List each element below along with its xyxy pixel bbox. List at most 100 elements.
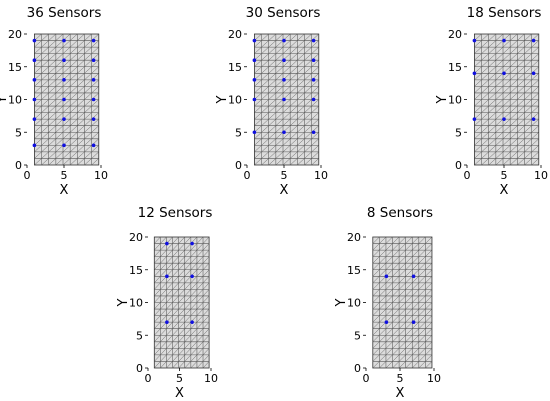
mesh-diagonal-line (84, 92, 92, 100)
mesh-diagonal-line (392, 308, 400, 316)
mesh-diagonal-line (268, 92, 277, 100)
mesh-diagonal-line (55, 33, 64, 41)
mesh-diagonal-line (425, 335, 433, 342)
mesh-diagonal-line (202, 335, 210, 342)
sensor-point (252, 97, 257, 102)
mesh-diagonal-line (178, 256, 185, 264)
mesh-diagonal-line (372, 321, 380, 329)
mesh-diagonal-line (481, 60, 489, 67)
mesh-diagonal-line (372, 249, 380, 257)
mesh-diagonal-line (488, 112, 497, 120)
mesh-diagonal-line (261, 79, 269, 87)
mesh-diagonal-line (282, 118, 291, 126)
mesh-diagonal-line (62, 46, 71, 54)
mesh-diagonal-line (202, 308, 210, 316)
mesh-diagonal-line (84, 33, 92, 41)
mesh-diagonal-line (502, 125, 511, 133)
mesh-diagonal-line (495, 92, 504, 100)
mesh-diagonal-line (261, 151, 269, 159)
x-tick-label: 5 (397, 372, 404, 385)
mesh-diagonal-line (311, 86, 319, 94)
mesh-diagonal-line (304, 46, 312, 54)
mesh-diagonal-line (34, 99, 42, 107)
mesh-diagonal-line (166, 341, 173, 349)
mesh-diagonal-line (184, 289, 192, 297)
mesh-diagonal-line (160, 249, 167, 257)
mesh-diagonal-line (268, 105, 277, 113)
mesh-diagonal-line (502, 92, 511, 100)
mesh-diagonal-line (172, 276, 179, 284)
mesh-diagonal-line (495, 158, 504, 166)
mesh-diagonal-line (275, 73, 284, 81)
mesh-diagonal-line (190, 256, 198, 264)
sensor-point (32, 78, 37, 82)
mesh-diagonal-line (184, 354, 192, 362)
mesh-diagonal-line (412, 361, 419, 369)
mesh-diagonal-line (166, 282, 173, 290)
mesh-diagonal-line (62, 105, 71, 113)
mesh-diagonal-line (297, 66, 305, 74)
mesh-diagonal-line (172, 269, 179, 277)
mesh-diagonal-line (510, 112, 518, 120)
mesh-diagonal-line (84, 40, 92, 48)
mesh-diagonal-line (524, 79, 532, 87)
mesh-diagonal-line (524, 99, 532, 107)
sensor-point (311, 97, 316, 102)
sensor-point (190, 274, 194, 279)
mesh-diagonal-line (398, 341, 406, 349)
mesh-diagonal-line (62, 145, 71, 153)
mesh-diagonal-line (474, 105, 482, 113)
mesh-diagonal-line (160, 295, 167, 303)
mesh-diagonal-line (418, 276, 426, 284)
mesh-diagonal-line (372, 335, 380, 342)
mesh-diagonal-line (172, 263, 179, 270)
mesh-diagonal-line (196, 361, 204, 369)
mesh-diagonal-line (311, 138, 319, 146)
mesh-diagonal-line (55, 40, 64, 48)
mesh-diagonal-line (34, 132, 42, 139)
mesh-diagonal-line (418, 282, 426, 290)
mesh-diagonal-line (531, 105, 539, 113)
mesh-diagonal-line (474, 132, 482, 139)
mesh-diagonal-line (254, 46, 262, 54)
sensor-point (311, 130, 316, 135)
mesh-diagonal-line (495, 60, 504, 67)
mesh-diagonal-line (77, 60, 85, 67)
mesh-diagonal-line (196, 269, 204, 277)
sensor-point (311, 38, 316, 43)
x-tick-label: 0 (24, 169, 31, 182)
mesh-diagonal-line (425, 263, 433, 270)
mesh-diagonal-line (474, 158, 482, 166)
mesh-diagonal-line (385, 295, 393, 303)
mesh-diagonal-line (202, 302, 210, 310)
mesh-diagonal-line (290, 53, 298, 61)
mesh-diagonal-line (268, 53, 277, 61)
mesh-diagonal-line (481, 86, 489, 94)
mesh-diagonal-line (41, 92, 49, 100)
sensor-points (165, 241, 194, 324)
mesh-diagonal-line (70, 118, 78, 126)
x-tick-label: 10 (314, 169, 328, 182)
mesh-diagonal-line (297, 73, 305, 81)
mesh-grid (372, 236, 433, 369)
mesh-diagonal-line (172, 236, 179, 244)
mesh-diagonal-line (184, 335, 192, 342)
mesh-diagonal-line (290, 33, 298, 41)
mesh-diagonal-line (481, 125, 489, 133)
mesh-diagonal-line (261, 105, 269, 113)
mesh-diagonal-line (290, 46, 298, 54)
mesh-diagonal-line (481, 92, 489, 100)
mesh-diagonal-line (372, 295, 380, 303)
mesh-diagonal-line (531, 99, 539, 107)
sensor-points (252, 38, 316, 135)
mesh-diagonal-line (154, 361, 161, 369)
mesh-diagonal-line (166, 361, 173, 369)
mesh-diagonal-line (510, 99, 518, 107)
mesh-diagonal-line (418, 315, 426, 323)
mesh-diagonal-line (41, 66, 49, 74)
mesh-diagonal-line (385, 302, 393, 310)
mesh-diagonal-line (190, 361, 198, 369)
mesh-diagonal-line (510, 158, 518, 166)
mesh-diagonal-line (166, 328, 173, 336)
mesh-diagonal-line (268, 151, 277, 159)
